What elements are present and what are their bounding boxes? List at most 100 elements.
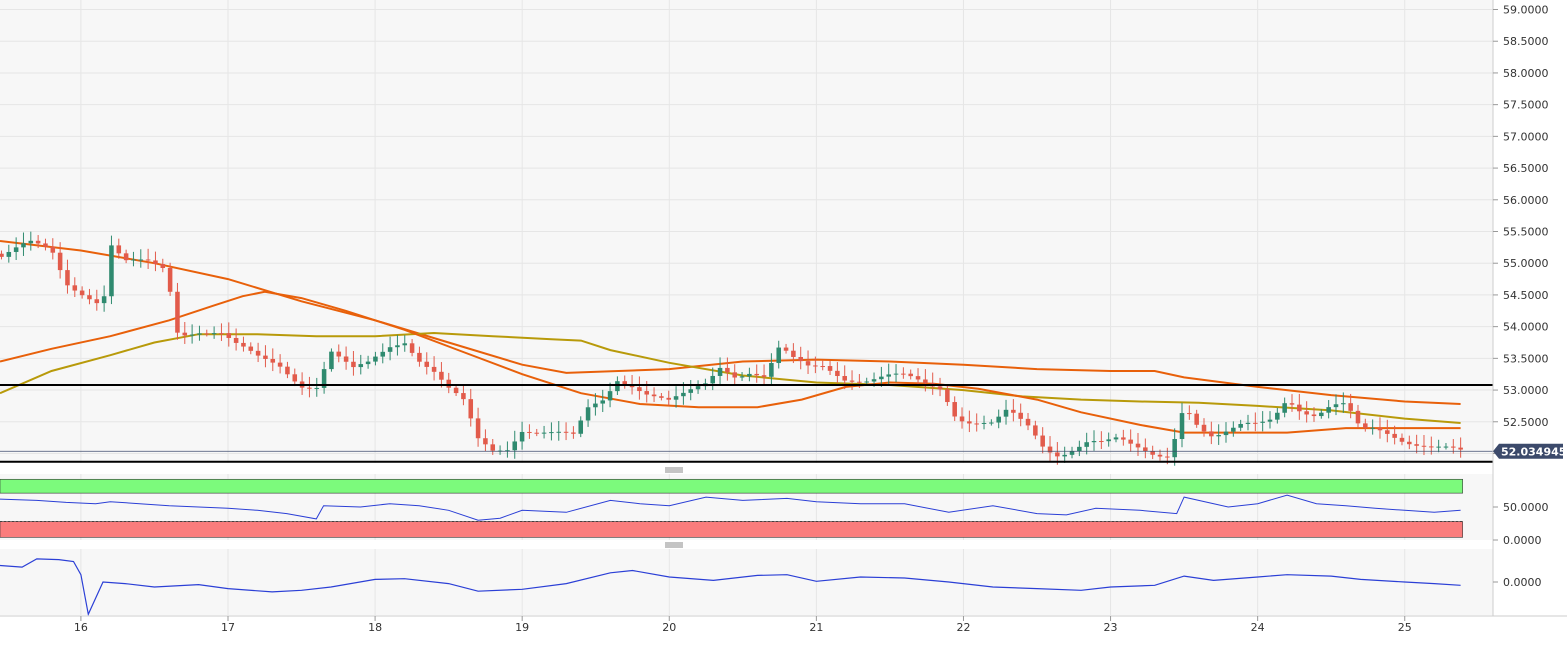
candle-body — [1245, 422, 1251, 424]
candle-body — [886, 374, 891, 377]
candle-body — [277, 362, 283, 367]
candle — [989, 419, 994, 426]
candle-body — [101, 296, 107, 304]
candle-body — [1429, 446, 1434, 448]
candle — [307, 376, 312, 398]
candle — [1421, 435, 1427, 456]
candle-body — [483, 438, 488, 445]
price-axis-label: 56.5000 — [1503, 162, 1549, 175]
candle-body — [1399, 437, 1405, 442]
candle — [50, 238, 56, 260]
candle — [483, 429, 488, 452]
candle-body — [1297, 404, 1302, 412]
candle-body — [1099, 441, 1104, 443]
momentum-y-axis: 0.0000 — [1493, 576, 1542, 589]
candle — [204, 329, 210, 337]
candle — [1377, 417, 1383, 439]
candle-body — [849, 380, 855, 382]
candle-body — [1069, 451, 1075, 455]
candle — [285, 361, 290, 379]
candle-body — [1238, 423, 1243, 428]
candle-body — [908, 373, 913, 377]
candle-body — [717, 367, 723, 376]
candle-body — [1348, 403, 1353, 411]
candle — [1392, 425, 1397, 445]
candle-body — [116, 245, 122, 254]
candle — [1385, 419, 1390, 443]
candle — [1407, 435, 1412, 450]
candle-body — [490, 444, 496, 451]
candle — [321, 361, 327, 394]
candle — [387, 336, 393, 361]
candle-body — [1216, 435, 1221, 437]
price-axis-label: 57.0000 — [1503, 130, 1549, 143]
panel-resize-handle[interactable] — [665, 467, 683, 473]
candle-body — [879, 376, 884, 380]
candle — [1179, 402, 1185, 448]
candle-body — [1047, 446, 1053, 453]
candle — [974, 413, 979, 432]
candle — [1267, 411, 1273, 429]
candle-body — [893, 373, 899, 375]
candle-body — [1194, 413, 1199, 425]
candle — [798, 346, 803, 370]
candle-body — [1370, 427, 1375, 429]
candle-body — [754, 373, 759, 376]
panel-resize-handle[interactable] — [665, 542, 683, 548]
candle-body — [0, 253, 4, 257]
candle-body — [1436, 446, 1441, 448]
candle — [1106, 432, 1111, 447]
candle — [1319, 409, 1324, 419]
candle — [1253, 412, 1258, 432]
candle-body — [255, 350, 261, 356]
candle — [402, 335, 408, 352]
candle-body — [197, 333, 202, 335]
candle-body — [901, 373, 906, 375]
time-axis-label: 20 — [662, 621, 676, 634]
candle-body — [211, 333, 217, 335]
momentum-axis-label: 0.0000 — [1503, 576, 1542, 589]
candle — [277, 354, 283, 374]
candle-body — [28, 240, 34, 244]
candle — [1209, 421, 1214, 445]
candle-body — [563, 431, 569, 433]
candle-body — [952, 402, 957, 417]
candle-body — [131, 259, 136, 261]
candle-body — [373, 356, 378, 362]
candle — [365, 355, 371, 369]
candle-body — [541, 432, 547, 434]
candle-body — [329, 351, 334, 370]
candle — [1260, 411, 1265, 432]
candle — [233, 328, 239, 351]
candle-body — [1260, 421, 1265, 423]
candle — [959, 407, 965, 429]
candle — [1326, 400, 1331, 419]
candle — [1282, 397, 1287, 418]
candle — [431, 356, 437, 381]
candle — [189, 324, 195, 344]
candle-body — [959, 416, 965, 422]
candle-body — [527, 431, 532, 433]
candle — [637, 376, 642, 400]
candle-body — [446, 379, 452, 388]
price-axis-label: 57.5000 — [1503, 99, 1549, 112]
candle-body — [769, 363, 774, 377]
candle — [1245, 414, 1251, 431]
candle-body — [1187, 413, 1192, 415]
time-axis-label: 23 — [1104, 621, 1118, 634]
candle-body — [688, 389, 693, 393]
candle — [563, 422, 569, 441]
candle — [585, 399, 591, 427]
candle — [475, 407, 481, 447]
candle — [893, 364, 899, 383]
candle — [607, 382, 613, 408]
candle-body — [1106, 439, 1111, 442]
candle-body — [1084, 442, 1089, 447]
candle — [1099, 431, 1104, 450]
candle-body — [431, 366, 437, 372]
candle-body — [1451, 446, 1456, 448]
candle — [673, 386, 679, 408]
price-axis-label: 55.5000 — [1503, 226, 1549, 239]
candle — [666, 390, 672, 406]
candle-body — [637, 387, 642, 392]
